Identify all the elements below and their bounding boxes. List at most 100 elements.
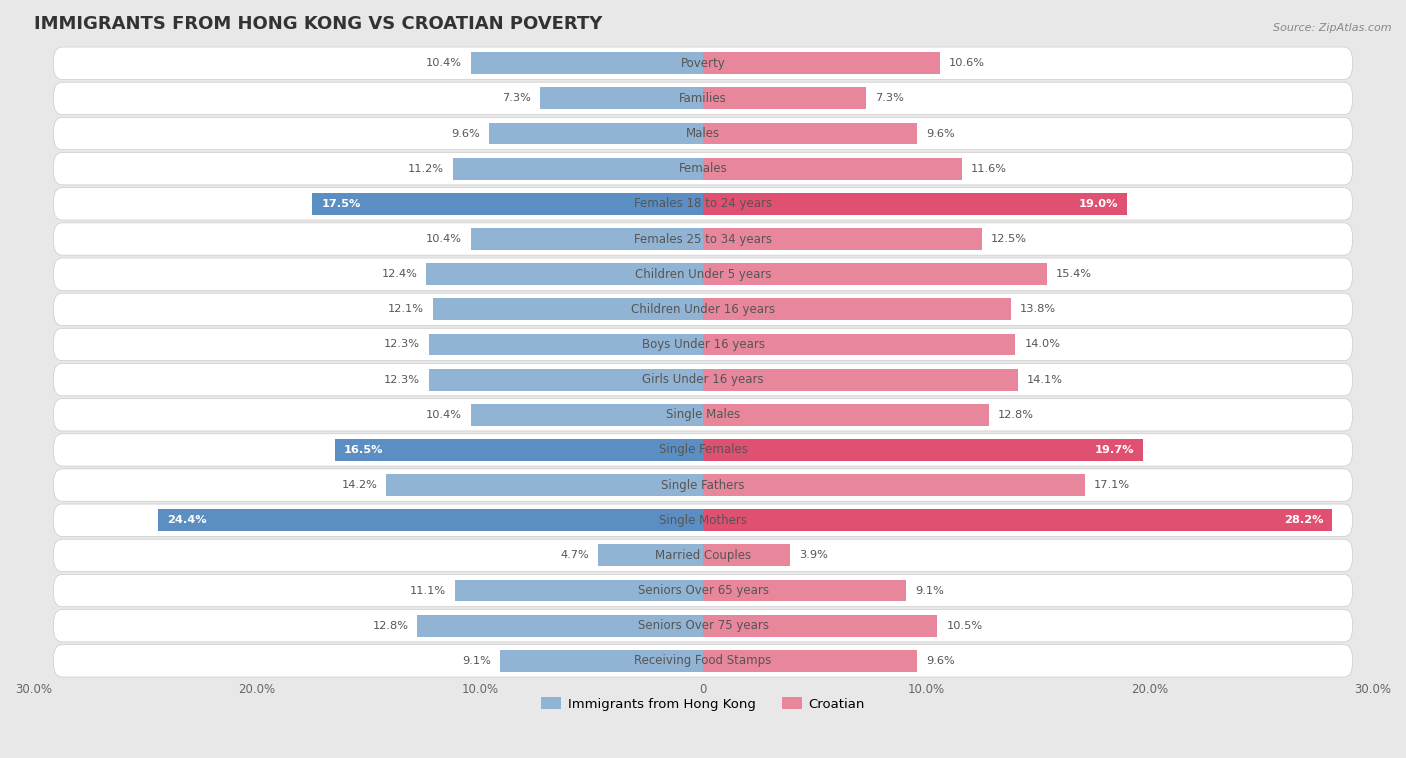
Text: 7.3%: 7.3% xyxy=(502,93,531,103)
Text: Females 18 to 24 years: Females 18 to 24 years xyxy=(634,197,772,211)
Bar xyxy=(703,158,962,180)
Bar xyxy=(429,368,703,390)
FancyBboxPatch shape xyxy=(53,469,1353,501)
Text: Children Under 16 years: Children Under 16 years xyxy=(631,302,775,316)
Bar xyxy=(703,650,917,672)
Bar xyxy=(429,334,703,356)
FancyBboxPatch shape xyxy=(53,363,1353,396)
FancyBboxPatch shape xyxy=(53,539,1353,572)
Text: 24.4%: 24.4% xyxy=(167,515,207,525)
Text: 7.3%: 7.3% xyxy=(875,93,904,103)
Bar xyxy=(703,123,917,145)
Text: 10.4%: 10.4% xyxy=(426,410,463,420)
FancyBboxPatch shape xyxy=(53,644,1353,677)
Text: 10.6%: 10.6% xyxy=(949,58,984,68)
Text: 28.2%: 28.2% xyxy=(1284,515,1323,525)
FancyBboxPatch shape xyxy=(53,609,1353,642)
Text: IMMIGRANTS FROM HONG KONG VS CROATIAN POVERTY: IMMIGRANTS FROM HONG KONG VS CROATIAN PO… xyxy=(34,15,602,33)
Text: 9.6%: 9.6% xyxy=(927,129,955,139)
Text: Single Females: Single Females xyxy=(658,443,748,456)
FancyBboxPatch shape xyxy=(53,328,1353,361)
FancyBboxPatch shape xyxy=(53,223,1353,255)
Bar xyxy=(471,52,703,74)
Legend: Immigrants from Hong Kong, Croatian: Immigrants from Hong Kong, Croatian xyxy=(536,692,870,716)
Text: 12.3%: 12.3% xyxy=(384,374,419,384)
Bar xyxy=(335,439,703,461)
Bar xyxy=(703,193,1128,215)
Bar xyxy=(703,228,981,250)
Bar xyxy=(489,123,703,145)
Bar xyxy=(453,158,703,180)
Bar xyxy=(418,615,703,637)
Text: 3.9%: 3.9% xyxy=(799,550,828,560)
Bar xyxy=(456,580,703,601)
Text: 13.8%: 13.8% xyxy=(1019,304,1056,315)
Text: Boys Under 16 years: Boys Under 16 years xyxy=(641,338,765,351)
Bar xyxy=(703,509,1333,531)
Text: 11.6%: 11.6% xyxy=(970,164,1007,174)
Bar xyxy=(703,544,790,566)
Text: 12.5%: 12.5% xyxy=(991,234,1026,244)
Bar xyxy=(703,439,1143,461)
Bar xyxy=(312,193,703,215)
Bar xyxy=(703,334,1015,356)
Bar xyxy=(501,650,703,672)
Text: 12.8%: 12.8% xyxy=(373,621,408,631)
Bar xyxy=(159,509,703,531)
Text: 4.7%: 4.7% xyxy=(561,550,589,560)
Text: 9.1%: 9.1% xyxy=(463,656,491,666)
Text: Males: Males xyxy=(686,127,720,140)
Bar xyxy=(703,580,905,601)
Text: Females 25 to 34 years: Females 25 to 34 years xyxy=(634,233,772,246)
FancyBboxPatch shape xyxy=(53,188,1353,220)
Bar xyxy=(703,52,939,74)
Text: 9.6%: 9.6% xyxy=(927,656,955,666)
Text: Receiving Food Stamps: Receiving Food Stamps xyxy=(634,654,772,667)
Bar xyxy=(703,404,988,426)
Text: 11.2%: 11.2% xyxy=(408,164,444,174)
FancyBboxPatch shape xyxy=(53,258,1353,290)
Text: 16.5%: 16.5% xyxy=(343,445,384,455)
Text: 12.8%: 12.8% xyxy=(998,410,1033,420)
Bar xyxy=(426,263,703,285)
Text: 19.7%: 19.7% xyxy=(1094,445,1133,455)
Text: 10.5%: 10.5% xyxy=(946,621,983,631)
Bar xyxy=(598,544,703,566)
Bar xyxy=(387,475,703,496)
Text: 19.0%: 19.0% xyxy=(1078,199,1118,209)
Text: 10.4%: 10.4% xyxy=(426,234,463,244)
Text: 12.4%: 12.4% xyxy=(381,269,418,279)
Text: 14.0%: 14.0% xyxy=(1025,340,1060,349)
FancyBboxPatch shape xyxy=(53,82,1353,114)
Text: 17.5%: 17.5% xyxy=(322,199,361,209)
Text: Source: ZipAtlas.com: Source: ZipAtlas.com xyxy=(1274,23,1392,33)
FancyBboxPatch shape xyxy=(53,47,1353,80)
FancyBboxPatch shape xyxy=(53,293,1353,325)
Text: Married Couples: Married Couples xyxy=(655,549,751,562)
Text: Single Fathers: Single Fathers xyxy=(661,478,745,492)
Text: Children Under 5 years: Children Under 5 years xyxy=(634,268,772,280)
Text: Seniors Over 65 years: Seniors Over 65 years xyxy=(637,584,769,597)
Bar xyxy=(703,368,1018,390)
Bar xyxy=(703,475,1084,496)
FancyBboxPatch shape xyxy=(53,152,1353,185)
Text: 14.2%: 14.2% xyxy=(342,480,377,490)
Text: 9.6%: 9.6% xyxy=(451,129,479,139)
FancyBboxPatch shape xyxy=(53,399,1353,431)
Text: 10.4%: 10.4% xyxy=(426,58,463,68)
FancyBboxPatch shape xyxy=(53,434,1353,466)
FancyBboxPatch shape xyxy=(53,117,1353,150)
Text: 12.1%: 12.1% xyxy=(388,304,425,315)
FancyBboxPatch shape xyxy=(53,575,1353,606)
Bar xyxy=(703,299,1011,320)
Text: Poverty: Poverty xyxy=(681,57,725,70)
Text: 11.1%: 11.1% xyxy=(411,585,446,596)
Bar xyxy=(433,299,703,320)
Bar xyxy=(703,263,1046,285)
Text: Single Mothers: Single Mothers xyxy=(659,514,747,527)
Text: Seniors Over 75 years: Seniors Over 75 years xyxy=(637,619,769,632)
Bar xyxy=(471,404,703,426)
Text: Families: Families xyxy=(679,92,727,105)
Text: 17.1%: 17.1% xyxy=(1094,480,1129,490)
Text: Females: Females xyxy=(679,162,727,175)
